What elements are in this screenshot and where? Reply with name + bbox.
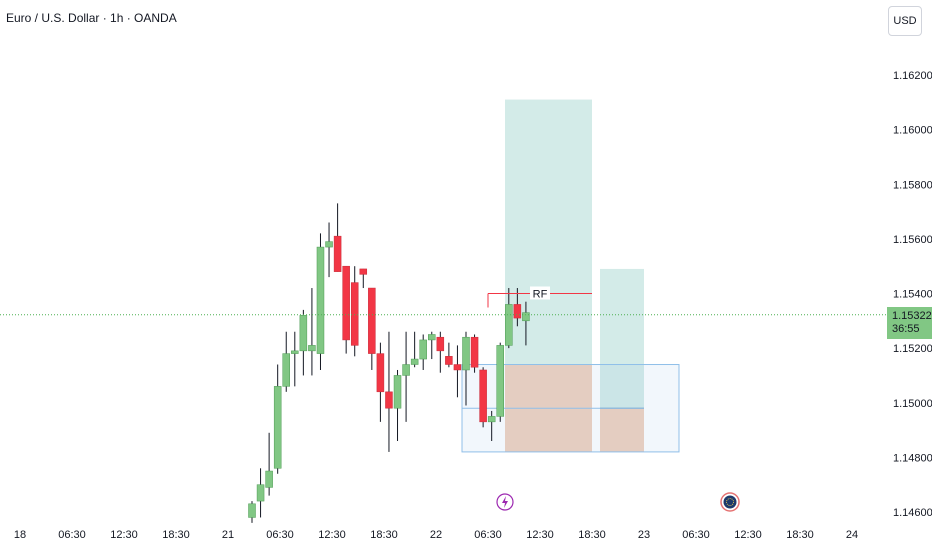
position-zones [461,99,680,453]
chart-overlays: RF [0,286,887,316]
lightning-icon-bolt [502,496,508,508]
candle-body [308,345,316,352]
time-axis: 18 06:30 12:30 18:30 21 06:30 12:30 18:30 22 06:3… [14,529,858,541]
price-tick-label: 1.15600 [893,234,932,246]
candle-body [453,364,462,371]
candle-body [419,339,427,360]
candle-body [342,265,350,341]
rf-label-bg [530,286,550,300]
candle-body [402,364,410,376]
price-tick-label: 1.15200 [893,343,932,355]
event-icons [496,492,740,512]
candle-body [359,268,368,275]
economic-icon-flag [723,495,737,509]
time-tick-label: 12:30 [734,529,762,541]
target-zone [505,99,592,365]
candle-body [410,358,419,365]
candle-body [436,336,445,352]
candle-body [291,350,299,354]
time-tick-label: 21 [222,529,234,541]
candle-body [487,416,496,423]
time-tick-label: 18:30 [370,529,398,541]
candle-body [350,282,359,346]
price-tick-label: 1.16200 [893,70,932,82]
candle-body [470,336,479,368]
economic-event-icon[interactable] [720,492,740,512]
currency-button[interactable]: USD [888,6,922,36]
candle-body [505,304,513,346]
time-tick-label: 22 [430,529,442,541]
time-tick-label: 23 [638,529,650,541]
second-stop-zone [600,408,644,452]
candle-body [496,345,504,417]
candle-body [428,334,436,341]
price-tick-label: 1.15400 [893,289,932,301]
candle-body [325,241,333,248]
price-tick-label: 1.14800 [893,452,932,464]
symbol-title[interactable]: Euro / U.S. Dollar · 1h · OANDA [6,11,177,25]
price-tick-label: 1.15800 [893,179,932,191]
candle-body [376,353,385,393]
price-tick-label: 1.15000 [893,398,932,410]
candle-body [248,503,256,518]
lightning-event-icon[interactable] [496,493,514,511]
time-tick-label: 06:30 [266,529,294,541]
current-price-tag: 1.15322 36:55 [887,307,932,339]
time-tick-label: 18:30 [162,529,190,541]
candle-body [273,386,282,469]
candle-body [333,235,342,272]
price-tick-label: 1.14600 [893,507,932,519]
candle-body [256,484,265,502]
candle-body [368,287,376,354]
time-tick-label: 18:30 [786,529,814,541]
candle-body [282,353,290,387]
candle-body [265,470,273,488]
second-target-zone [600,268,644,409]
time-tick-label: 06:30 [474,529,502,541]
candle-body [316,246,325,354]
time-tick-label: 06:30 [58,529,86,541]
time-tick-label: 24 [846,529,858,541]
bar-countdown: 36:55 [892,323,920,335]
economic-icon-stars [726,498,734,506]
candle-body [522,312,530,322]
time-tick-label: 12:30 [526,529,554,541]
candle-body [479,369,487,423]
candle-body [299,315,308,352]
rf-label: RF [533,289,548,301]
time-tick-label: 12:30 [110,529,138,541]
candle-body [445,356,453,365]
time-tick-label: 18 [14,529,26,541]
candle-body [385,391,393,409]
price-tick-label: 1.16000 [893,125,932,137]
time-tick-label: 12:30 [318,529,346,541]
candle-body [462,336,470,371]
current-price-value: 1.15322 [892,310,932,322]
time-tick-label: 06:30 [682,529,710,541]
candle-body [393,375,402,409]
candle-body [513,304,522,319]
candles [248,203,530,523]
time-tick-label: 18:30 [578,529,606,541]
price-axis: 1.14600 1.14800 1.15000 1.15200 1.15400 1.156… [893,70,932,519]
